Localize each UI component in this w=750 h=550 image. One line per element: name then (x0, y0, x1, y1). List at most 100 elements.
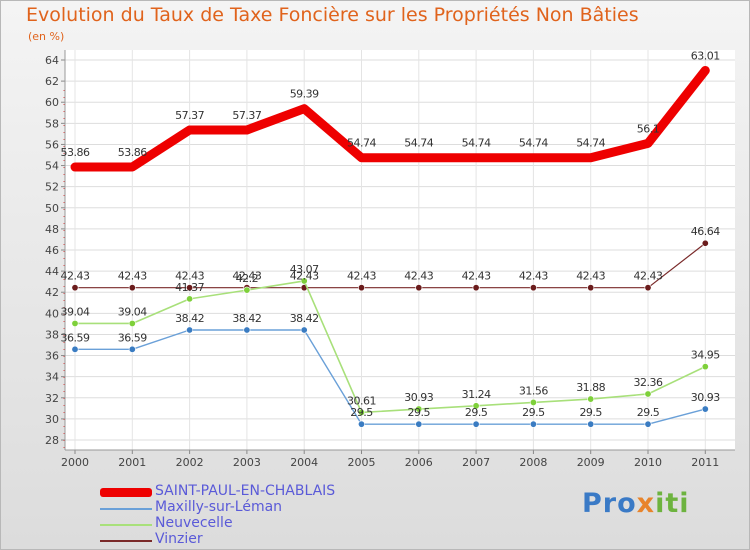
y-tick-label: 32 (45, 392, 59, 405)
y-tick-label: 36 (45, 350, 59, 363)
y-tick-label: 40 (45, 307, 59, 320)
point-maxilly-sur-l-man (300, 326, 308, 334)
point-vinzier (644, 284, 652, 292)
point-neuvecelle (243, 286, 251, 294)
y-tick-label: 42 (45, 286, 59, 299)
proxiti-logo: Proxiti (582, 488, 690, 519)
chart-title: Evolution du Taux de Taxe Foncière sur l… (26, 4, 639, 26)
y-tick-label: 56 (45, 138, 59, 151)
point-neuvecelle (644, 390, 652, 398)
legend-swatch (100, 540, 152, 542)
point-neuvecelle (415, 405, 423, 413)
point-maxilly-sur-l-man (71, 345, 79, 353)
y-tick-label: 38 (45, 328, 59, 341)
point-neuvecelle (529, 398, 537, 406)
data-label-neuvecelle: 41.37 (175, 281, 204, 294)
point-maxilly-sur-l-man (644, 420, 652, 428)
data-label-vinzier: 42.43 (634, 270, 663, 283)
data-label-vinzier: 42.43 (290, 270, 319, 283)
legend-label: Vinzier (155, 531, 203, 547)
y-tick-label: 44 (45, 265, 59, 278)
series-line-neuvecelle (74, 280, 707, 414)
y-tick-label: 30 (45, 413, 59, 426)
series-line-saint-paul-en-chablais (70, 65, 710, 172)
data-label-vinzier: 42.43 (519, 270, 548, 283)
data-label-neuvecelle: 30.61 (347, 394, 376, 407)
x-tick-label: 2007 (462, 456, 490, 469)
x-tick-label: 2004 (290, 456, 318, 469)
data-label-neuvecelle: 31.56 (519, 384, 548, 397)
point-maxilly-sur-l-man (472, 420, 480, 428)
point-neuvecelle (128, 319, 136, 327)
data-label-neuvecelle: 31.24 (462, 388, 491, 401)
point-maxilly-sur-l-man (186, 326, 194, 334)
x-tick-label: 2010 (634, 456, 662, 469)
data-label-neuvecelle: 39.04 (118, 305, 147, 318)
point-neuvecelle (701, 363, 709, 371)
data-label-maxilly-sur-l-man: 29.5 (522, 406, 545, 419)
point-neuvecelle (186, 295, 194, 303)
point-vinzier (587, 284, 595, 292)
data-label-vinzier: 42.43 (175, 270, 204, 283)
data-label-maxilly-sur-l-man: 38.42 (290, 312, 319, 325)
x-tick-label: 2003 (233, 456, 261, 469)
point-vinzier (71, 284, 79, 292)
y-unit-label: (en %) (28, 30, 65, 43)
data-label-neuvecelle: 39.04 (61, 305, 90, 318)
logo-part-iti: iti (655, 488, 690, 519)
point-neuvecelle (300, 277, 308, 285)
data-label-maxilly-sur-l-man: 29.5 (465, 406, 488, 419)
point-vinzier (701, 239, 709, 247)
legend-label: Neuvecelle (155, 515, 233, 531)
point-neuvecelle (472, 402, 480, 410)
y-tick-label: 52 (45, 181, 59, 194)
y-tick-label: 62 (45, 75, 59, 88)
legend-swatch (100, 508, 152, 510)
point-maxilly-sur-l-man (243, 326, 251, 334)
series-line-vinzier (74, 242, 706, 289)
data-label-neuvecelle: 42.2 (236, 272, 259, 285)
point-maxilly-sur-l-man (587, 420, 595, 428)
point-maxilly-sur-l-man (529, 420, 537, 428)
data-label-vinzier: 42.43 (232, 270, 261, 283)
y-tick-label: 54 (45, 160, 59, 173)
legend-swatch (100, 488, 152, 497)
data-label-neuvecelle: 30.93 (404, 391, 433, 404)
point-neuvecelle (357, 408, 365, 416)
data-label-neuvecelle: 43.07 (290, 263, 319, 276)
data-label-vinzier: 42.43 (347, 270, 376, 283)
logo-part-pro: Pro (582, 488, 637, 519)
data-label-maxilly-sur-l-man: 36.59 (61, 331, 90, 344)
series-line-maxilly-sur-l-man (74, 329, 706, 425)
data-label-saint-paul-en-chablais: 54.74 (462, 137, 491, 150)
y-tick-label: 28 (45, 434, 59, 447)
data-label-vinzier: 42.43 (61, 270, 90, 283)
data-label-saint-paul-en-chablais: 54.74 (576, 137, 605, 150)
y-tick-label: 58 (45, 117, 59, 130)
data-label-maxilly-sur-l-man: 38.42 (175, 312, 204, 325)
data-label-neuvecelle: 34.95 (691, 349, 720, 362)
data-label-saint-paul-en-chablais: 57.37 (232, 109, 261, 122)
point-maxilly-sur-l-man (701, 405, 709, 413)
legend-label: Maxilly-sur-Léman (155, 499, 283, 515)
logo-part-x: x (636, 488, 656, 519)
data-label-maxilly-sur-l-man: 29.5 (350, 406, 373, 419)
point-vinzier (128, 284, 136, 292)
data-label-saint-paul-en-chablais: 53.86 (118, 146, 147, 159)
data-label-maxilly-sur-l-man: 38.42 (232, 312, 261, 325)
data-label-saint-paul-en-chablais: 56.1 (637, 122, 660, 135)
data-label-maxilly-sur-l-man: 29.5 (637, 406, 660, 419)
y-tick-label: 34 (45, 371, 59, 384)
y-tick-label: 46 (45, 244, 59, 257)
data-label-maxilly-sur-l-man: 30.93 (691, 391, 720, 404)
data-label-saint-paul-en-chablais: 57.37 (175, 109, 204, 122)
data-label-maxilly-sur-l-man: 29.5 (408, 406, 431, 419)
data-label-vinzier: 46.64 (691, 225, 720, 238)
data-label-saint-paul-en-chablais: 54.74 (404, 137, 433, 150)
data-label-neuvecelle: 32.36 (634, 376, 663, 389)
x-tick-label: 2011 (691, 456, 719, 469)
data-label-maxilly-sur-l-man: 36.59 (118, 331, 147, 344)
point-neuvecelle (71, 319, 79, 327)
data-label-saint-paul-en-chablais: 54.74 (347, 137, 376, 150)
